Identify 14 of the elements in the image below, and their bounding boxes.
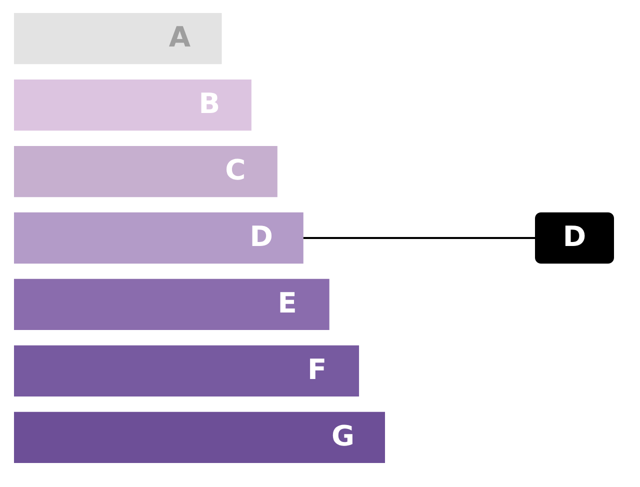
bar	[14, 345, 360, 397]
y-tick-label: A	[168, 20, 191, 54]
bar	[14, 412, 385, 463]
y-tick-label: F	[307, 352, 327, 386]
bar	[14, 212, 304, 264]
y-tick-label: C	[225, 154, 246, 187]
y-tick-label: B	[198, 87, 220, 120]
bar	[14, 79, 252, 131]
annotation: D	[562, 220, 586, 253]
bar	[14, 278, 330, 330]
bar	[14, 13, 222, 64]
y-tick-label: G	[332, 419, 354, 452]
bar	[14, 146, 278, 198]
y-tick-label: E	[278, 286, 297, 320]
